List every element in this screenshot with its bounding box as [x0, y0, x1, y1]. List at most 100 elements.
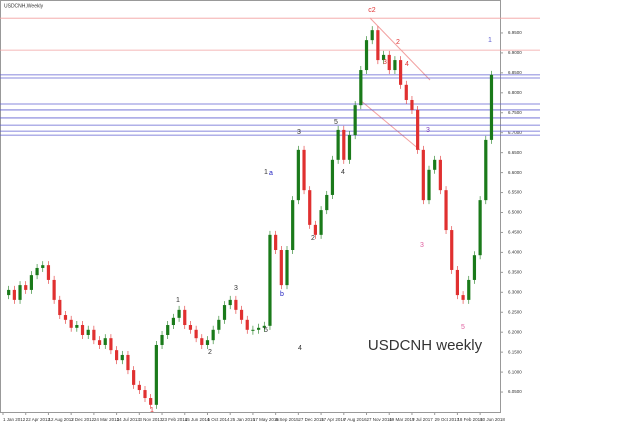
- candle: [75, 325, 79, 328]
- candle: [18, 285, 22, 300]
- candle: [450, 230, 454, 270]
- candle: [200, 338, 204, 345]
- candle: [336, 129, 340, 160]
- candle: [80, 325, 85, 335]
- candle: [12, 289, 16, 300]
- y-tick-label: 6.2000: [508, 329, 522, 334]
- wave-label: 4: [405, 61, 409, 68]
- candle: [245, 319, 249, 330]
- x-tick-label: 14 Jul 2013: [117, 417, 141, 422]
- y-tick-label: 6.6000: [508, 170, 522, 175]
- y-tick-label: 6.5500: [508, 190, 522, 195]
- candle: [86, 329, 90, 335]
- candle: [489, 74, 494, 140]
- candle: [58, 299, 62, 316]
- y-tick-label: 6.9500: [508, 30, 522, 35]
- y-tick-label: 6.5000: [508, 210, 522, 215]
- wave-label: 5: [461, 324, 465, 331]
- y-tick-label: 6.1000: [508, 369, 522, 374]
- candle: [262, 325, 266, 328]
- candle: [69, 319, 73, 328]
- candle: [433, 159, 437, 170]
- candle: [97, 340, 102, 345]
- candle: [410, 99, 414, 110]
- wave-label: 2: [396, 39, 400, 46]
- candle: [188, 325, 193, 330]
- x-tick-label: 23 Feb 2014: [162, 417, 188, 422]
- wave-label: 2: [311, 235, 315, 242]
- y-tick-label: 6.0500: [508, 389, 522, 394]
- candle: [41, 265, 45, 268]
- x-tick-label: 27 Nov 2016: [367, 417, 393, 422]
- candle: [63, 315, 68, 320]
- x-tick-label: 3 Nov 2013: [139, 417, 163, 422]
- candle: [421, 149, 425, 201]
- candle: [211, 329, 215, 341]
- candle: [404, 84, 408, 100]
- candle: [183, 309, 187, 326]
- x-tick-label: 17 Apr 2016: [321, 417, 346, 422]
- x-tick-label: 27 Dec 2015: [298, 417, 324, 422]
- y-tick-label: 6.7500: [508, 110, 522, 115]
- candle: [308, 190, 312, 225]
- wave-label: 3: [426, 127, 430, 134]
- candle: [7, 289, 11, 296]
- candle: [455, 269, 459, 296]
- wave-label: 3: [383, 59, 387, 66]
- candle: [461, 295, 465, 300]
- x-tick-label: 1 Jan 2012: [3, 417, 26, 422]
- y-tick-label: 6.1500: [508, 349, 522, 354]
- wave-label: 3: [234, 285, 238, 292]
- y-tick-label: 6.8000: [508, 90, 522, 95]
- candle: [393, 60, 397, 71]
- x-tick-label: 15 Jun 2014: [185, 417, 210, 422]
- candle: [427, 169, 431, 201]
- x-tick-label: 22 Apr 2012: [26, 417, 51, 422]
- candle: [222, 305, 227, 320]
- y-tick-label: 6.3000: [508, 289, 522, 294]
- channel-line: [369, 17, 431, 81]
- watermark: USDCNH weekly: [368, 337, 483, 354]
- wave-label: 5: [334, 119, 338, 126]
- x-tick-label: 12 Aug 2012: [48, 417, 74, 422]
- candle: [279, 250, 283, 286]
- x-tick-label: 6 Sep 2015: [276, 417, 300, 422]
- x-tick-label: 18 Feb 2018: [457, 417, 483, 422]
- candle: [416, 109, 420, 150]
- x-tick-label: 19 Mar 2017: [389, 417, 415, 422]
- y-tick-label: 6.3500: [508, 270, 522, 275]
- candle: [194, 329, 198, 339]
- candle: [353, 105, 357, 136]
- candle: [330, 159, 335, 195]
- wave-label: 4: [341, 169, 345, 176]
- candle: [438, 159, 442, 191]
- candle: [109, 338, 113, 351]
- candle: [313, 224, 317, 235]
- candle: [92, 329, 96, 341]
- candle: [257, 327, 261, 330]
- candle: [24, 285, 28, 290]
- x-tick-label: 25 Jan 2015: [230, 417, 255, 422]
- candle: [285, 250, 289, 286]
- candle: [166, 325, 170, 335]
- y-tick-label: 6.4500: [508, 230, 522, 235]
- candle: [302, 149, 306, 191]
- y-tick-label: 6.7000: [508, 130, 522, 135]
- candle: [132, 370, 136, 385]
- candle: [143, 390, 147, 399]
- candle: [160, 334, 164, 345]
- wave-label: 3: [420, 242, 424, 249]
- plot-frame: [0, 0, 501, 413]
- wave-label: a: [269, 170, 273, 177]
- candle: [319, 210, 323, 235]
- candle: [347, 135, 352, 160]
- candle: [444, 190, 448, 231]
- x-tick-label: 10 Jun 2018: [480, 417, 505, 422]
- candle: [126, 354, 130, 371]
- candle: [381, 54, 386, 61]
- candle: [171, 317, 175, 326]
- candle: [52, 279, 56, 300]
- candle: [342, 129, 346, 160]
- candle: [364, 40, 369, 71]
- candle: [239, 309, 244, 320]
